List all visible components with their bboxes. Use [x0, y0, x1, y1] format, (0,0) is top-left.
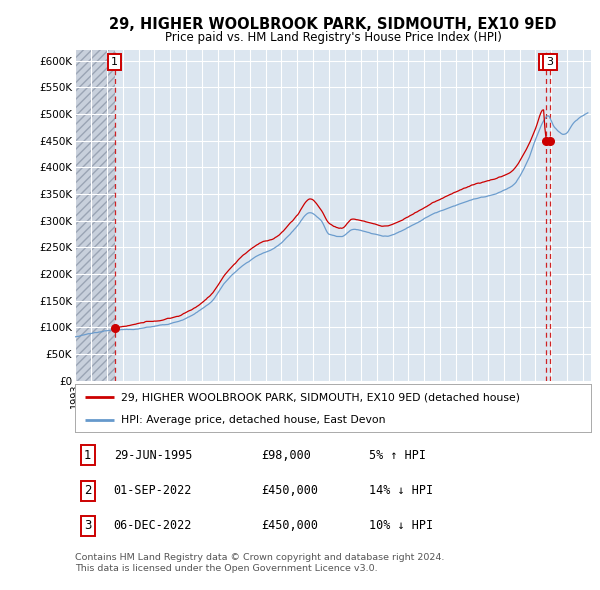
Text: 01-SEP-2022: 01-SEP-2022	[114, 484, 192, 497]
Text: 29, HIGHER WOOLBROOK PARK, SIDMOUTH, EX10 9ED (detached house): 29, HIGHER WOOLBROOK PARK, SIDMOUTH, EX1…	[121, 392, 520, 402]
Text: £450,000: £450,000	[261, 519, 318, 532]
Text: £98,000: £98,000	[261, 449, 311, 462]
Text: Contains HM Land Registry data © Crown copyright and database right 2024.
This d: Contains HM Land Registry data © Crown c…	[75, 553, 445, 573]
Text: 10% ↓ HPI: 10% ↓ HPI	[369, 519, 433, 532]
Text: 06-DEC-2022: 06-DEC-2022	[114, 519, 192, 532]
Text: 1: 1	[111, 57, 118, 67]
Text: 14% ↓ HPI: 14% ↓ HPI	[369, 484, 433, 497]
Text: 3: 3	[84, 519, 92, 532]
Text: £450,000: £450,000	[261, 484, 318, 497]
Text: 29, HIGHER WOOLBROOK PARK, SIDMOUTH, EX10 9ED: 29, HIGHER WOOLBROOK PARK, SIDMOUTH, EX1…	[109, 17, 557, 31]
Text: 5% ↑ HPI: 5% ↑ HPI	[369, 449, 426, 462]
Text: HPI: Average price, detached house, East Devon: HPI: Average price, detached house, East…	[121, 415, 386, 425]
Text: 1: 1	[84, 449, 92, 462]
Text: 2: 2	[84, 484, 92, 497]
Bar	[75, 50, 115, 381]
Text: 29-JUN-1995: 29-JUN-1995	[114, 449, 192, 462]
Text: 2: 2	[542, 57, 550, 67]
Text: Price paid vs. HM Land Registry's House Price Index (HPI): Price paid vs. HM Land Registry's House …	[164, 31, 502, 44]
Text: 3: 3	[547, 57, 554, 67]
